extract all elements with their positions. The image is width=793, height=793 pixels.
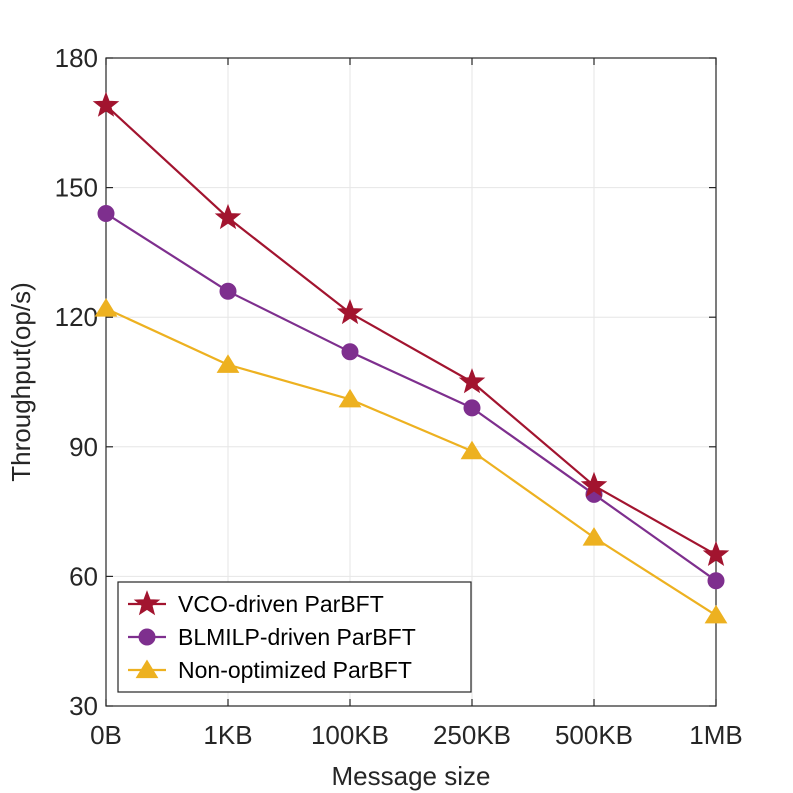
legend-marker	[133, 590, 161, 616]
x-tick-label: 1KB	[203, 720, 252, 750]
x-tick-label: 0B	[90, 720, 122, 750]
data-point-marker	[707, 572, 725, 590]
legend-marker	[135, 659, 159, 679]
legend-label: BLMILP-driven ParBFT	[178, 624, 416, 650]
data-point-marker	[704, 604, 728, 624]
y-tick-label: 90	[69, 432, 98, 462]
legend-label: VCO-driven ParBFT	[178, 591, 384, 617]
data-point-marker	[458, 368, 486, 394]
x-tick-label: 250KB	[433, 720, 511, 750]
y-tick-label: 150	[55, 173, 98, 203]
series-line	[105, 104, 717, 556]
series-line	[105, 307, 717, 617]
data-point-marker	[460, 440, 484, 460]
x-tick-label: 1MB	[689, 720, 742, 750]
series-vco-driven-parbft	[92, 91, 730, 567]
series-non-optimized-parbft	[94, 298, 728, 624]
data-point-marker	[463, 399, 481, 417]
series-blmilp-driven-parbft	[97, 205, 725, 590]
data-point-marker	[341, 343, 359, 361]
y-tick-label: 60	[69, 561, 98, 591]
data-point-marker	[92, 91, 120, 117]
data-point-marker	[97, 205, 115, 223]
y-tick-label: 30	[69, 691, 98, 721]
data-point-marker	[214, 203, 242, 230]
series-layer	[92, 91, 730, 624]
plot-frame	[105, 57, 717, 707]
legend-label: Non-optimized ParBFT	[178, 657, 412, 683]
y-tick-label: 180	[55, 43, 98, 73]
x-tick-label: 500KB	[555, 720, 633, 750]
legend-box	[117, 581, 472, 693]
data-point-marker	[336, 298, 364, 325]
data-point-marker	[216, 354, 240, 373]
y-axis-label: Throughput(op/s)	[6, 282, 36, 481]
data-point-marker	[702, 540, 730, 567]
data-point-marker	[94, 298, 118, 317]
axis-ticks: 30 60 90 120 150 180 0B 1KB 100KB 250KB 500KB 1MB	[55, 43, 743, 750]
y-tick-label: 120	[55, 302, 98, 332]
series-line	[105, 212, 717, 582]
legend: VCO-driven ParBFT BLMILP-driven ParBFT Non…	[117, 581, 472, 693]
data-point-marker	[582, 527, 606, 546]
data-point-marker	[338, 388, 362, 408]
data-point-marker	[219, 282, 237, 300]
data-point-marker	[580, 471, 608, 497]
x-tick-label: 100KB	[311, 720, 389, 750]
legend-marker	[138, 628, 156, 646]
x-axis-label: Message size	[332, 761, 491, 791]
